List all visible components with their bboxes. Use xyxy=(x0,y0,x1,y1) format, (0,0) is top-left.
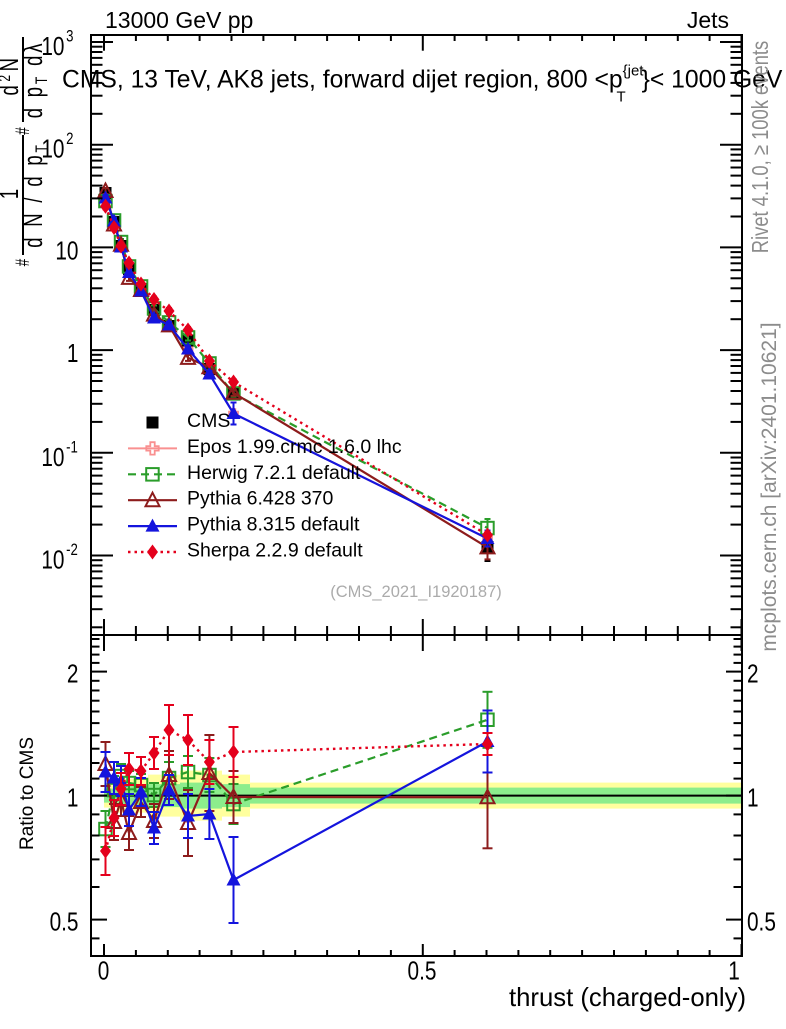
svg-text:CMS: CMS xyxy=(187,410,230,432)
svg-text:2: 2 xyxy=(66,130,73,149)
svg-text:Sherpa 2.2.9 default: Sherpa 2.2.9 default xyxy=(187,540,363,562)
svg-text:13000 GeV pp: 13000 GeV pp xyxy=(105,7,253,33)
svg-text:3: 3 xyxy=(66,27,73,46)
svg-text:Ratio to CMS: Ratio to CMS xyxy=(17,737,38,850)
svg-text:Epos 1.99.crmc 1.6.0 lhc: Epos 1.99.crmc 1.6.0 lhc xyxy=(187,436,402,458)
svg-text:1: 1 xyxy=(728,956,740,985)
svg-text:10: 10 xyxy=(55,236,78,265)
svg-text:(CMS_2021_I1920187): (CMS_2021_I1920187) xyxy=(330,583,502,601)
svg-text:0.5: 0.5 xyxy=(408,956,437,985)
svg-text:0.5: 0.5 xyxy=(747,907,776,936)
svg-text:Pythia 8.315 default: Pythia 8.315 default xyxy=(187,514,360,536)
svg-text:d2N: d2N xyxy=(0,55,24,96)
svg-text:2: 2 xyxy=(747,659,759,688)
svg-text:10: 10 xyxy=(41,443,64,472)
svg-text:Rivet 4.1.0, ≥ 100k events: Rivet 4.1.0, ≥ 100k events xyxy=(748,41,773,253)
svg-text:Jets: Jets xyxy=(687,7,729,33)
svg-text:0: 0 xyxy=(98,956,110,985)
svg-text:thrust (charged-only): thrust (charged-only) xyxy=(509,984,746,1012)
svg-text:-2: -2 xyxy=(66,541,78,560)
svg-text:Herwig 7.2.1 default: Herwig 7.2.1 default xyxy=(187,462,361,484)
svg-text:#: # xyxy=(13,258,34,266)
svg-text:-1: -1 xyxy=(66,438,78,457)
svg-text:10: 10 xyxy=(41,135,64,164)
svg-text:1: 1 xyxy=(67,783,79,812)
svg-text:#: # xyxy=(13,127,34,135)
svg-text:10: 10 xyxy=(41,32,64,61)
svg-text:2: 2 xyxy=(67,659,79,688)
svg-text:d N / d pT: d N / d pT xyxy=(19,142,52,248)
svg-text:1: 1 xyxy=(0,189,24,199)
svg-text:mcplots.cern.ch [arXiv:2401.10: mcplots.cern.ch [arXiv:2401.10621] xyxy=(758,322,781,651)
svg-text:Pythia 6.428 370: Pythia 6.428 370 xyxy=(187,488,334,510)
svg-text:1: 1 xyxy=(747,783,759,812)
svg-text:1: 1 xyxy=(67,339,79,368)
svg-text:10: 10 xyxy=(41,545,64,574)
svg-text:0.5: 0.5 xyxy=(50,907,79,936)
svg-text:d pT dλ: d pT dλ xyxy=(19,41,52,119)
